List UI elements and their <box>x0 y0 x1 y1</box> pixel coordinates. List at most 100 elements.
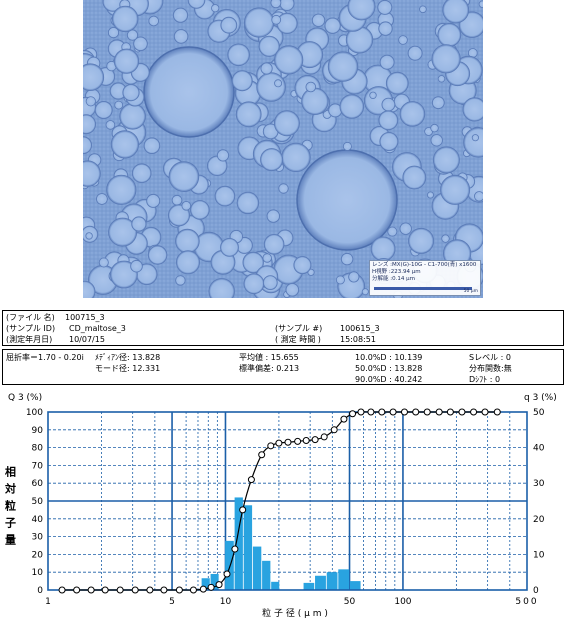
droplet <box>244 7 275 38</box>
cumulative-point <box>481 408 489 416</box>
droplet <box>431 96 445 110</box>
droplet <box>407 45 423 61</box>
droplet <box>220 237 239 257</box>
droplet <box>110 130 140 159</box>
droplet <box>95 193 108 205</box>
cumulative-point <box>116 586 124 594</box>
histogram-bar <box>225 540 234 590</box>
y-axis-label: 相対粒子量 <box>4 465 18 551</box>
cumulative-point <box>435 408 443 416</box>
droplet <box>85 96 96 107</box>
droplet <box>242 251 264 274</box>
droplet <box>105 120 116 130</box>
droplet <box>176 250 201 275</box>
right-axis-title: q 3 (%) <box>524 393 557 403</box>
cumulative-curve <box>58 408 501 594</box>
droplet <box>211 4 220 13</box>
droplet <box>471 134 479 142</box>
droplet <box>216 149 230 162</box>
histogram-bar <box>303 582 315 590</box>
droplet <box>348 271 360 283</box>
droplet <box>173 29 189 44</box>
droplet <box>168 161 200 192</box>
cumulative-point <box>267 442 275 450</box>
x-tick-label: 10 <box>220 597 232 607</box>
droplet <box>474 191 483 202</box>
droplet <box>83 280 96 298</box>
sample-id-label: (サンプル ID) <box>6 324 56 333</box>
cumulative-point <box>302 436 310 444</box>
cumulative-point <box>311 436 319 444</box>
cumulative-point <box>294 437 302 445</box>
droplet <box>385 71 409 95</box>
droplet <box>108 217 138 247</box>
cumulative-point <box>275 439 283 447</box>
histogram-bars <box>201 497 361 590</box>
droplet <box>378 21 393 36</box>
cumulative-point <box>199 585 207 593</box>
histogram-bar <box>234 497 243 590</box>
droplet <box>94 101 113 120</box>
cumulative-point <box>340 415 348 423</box>
histogram-bar <box>201 578 210 590</box>
droplet <box>147 245 168 265</box>
cumulative-point <box>412 408 420 416</box>
droplet <box>231 70 253 92</box>
droplet <box>437 75 446 83</box>
cumulative-point <box>189 586 197 594</box>
cumulative-point <box>330 426 338 434</box>
droplet <box>172 7 189 23</box>
d-shift: Dｼﾌﾄ : 0 <box>469 375 501 384</box>
droplet <box>276 12 298 34</box>
sample-number-label: (サンプル #) <box>275 324 323 333</box>
droplet <box>347 0 376 21</box>
droplet <box>131 163 152 184</box>
droplet <box>122 84 140 102</box>
droplet <box>106 174 137 205</box>
y-tick-label-right: 10 <box>533 550 545 560</box>
droplet <box>440 174 471 205</box>
x-tick-label: 50 <box>344 597 356 607</box>
droplet <box>340 252 354 266</box>
scale-line: H視野 :223.94 μm <box>372 269 421 275</box>
droplet <box>263 234 285 255</box>
droplet <box>131 216 147 232</box>
droplet <box>113 48 140 74</box>
droplet <box>278 183 289 194</box>
particle-size-chart: Q 3 (%) q 3 (%) 相対粒子量 粒 子 径 ( μ m ) 0102… <box>4 393 557 619</box>
droplet <box>437 23 462 47</box>
y-tick-label-right: 0 <box>533 586 539 596</box>
droplet <box>270 0 282 9</box>
histogram-bar <box>338 569 350 590</box>
droplet <box>143 46 235 138</box>
cumulative-point <box>73 586 81 594</box>
x-axis-label: 粒 子 径 ( μ m ) <box>262 607 328 619</box>
droplet <box>175 275 186 286</box>
droplet <box>243 273 265 295</box>
y-tick-label-left: 10 <box>32 568 44 578</box>
cumulative-point <box>258 451 266 459</box>
cumulative-point <box>458 408 466 416</box>
droplet <box>285 282 300 297</box>
droplet <box>258 35 280 57</box>
y-tick-label-right: 40 <box>533 444 545 454</box>
scale-info-box: レンズ :MX(G)-10G - C1-700(青) x1600 H視野 :22… <box>369 260 481 296</box>
cumulative-point <box>87 586 95 594</box>
cumulative-point <box>357 408 365 416</box>
droplet <box>114 100 124 110</box>
cumulative-point <box>239 506 247 514</box>
droplet <box>335 275 345 285</box>
droplet <box>430 123 439 133</box>
cumulative-point <box>58 586 66 594</box>
droplet <box>107 26 120 39</box>
droplet <box>175 228 200 254</box>
mean-value: 平均値 : 15.655 <box>239 353 299 362</box>
droplet <box>399 222 412 235</box>
cumulative-point <box>223 570 231 578</box>
droplet <box>271 14 282 25</box>
droplet <box>260 148 284 172</box>
y-tick-label-left: 30 <box>32 533 44 543</box>
histogram-bar <box>326 572 338 590</box>
droplet <box>260 62 273 75</box>
droplet <box>463 127 483 158</box>
